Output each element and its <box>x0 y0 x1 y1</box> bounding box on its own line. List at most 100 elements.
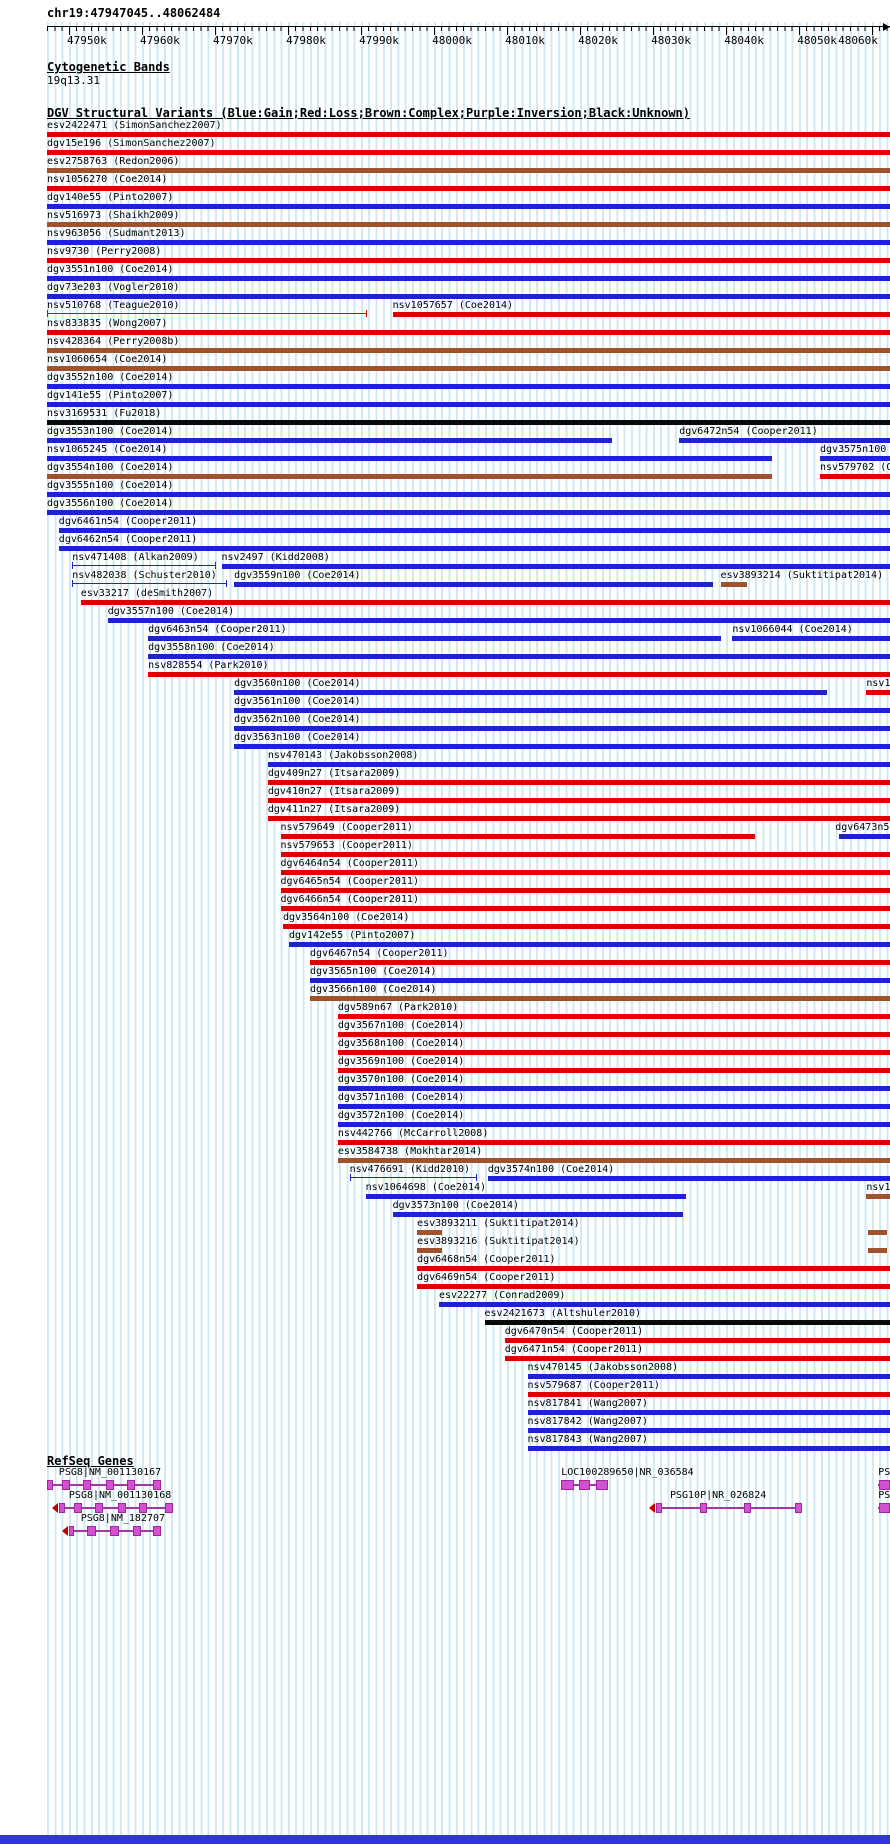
variant-bar[interactable] <box>310 996 890 1001</box>
variant-bar[interactable] <box>47 294 890 299</box>
variant-bar[interactable] <box>47 402 890 407</box>
variant-bar[interactable] <box>47 366 890 371</box>
variant-bar[interactable] <box>337 1122 890 1127</box>
variant-bar[interactable] <box>310 960 890 965</box>
variant-bar[interactable] <box>868 1230 887 1235</box>
variant-bar[interactable] <box>484 1320 890 1325</box>
variant-bar[interactable] <box>280 906 890 911</box>
variant-bar[interactable] <box>527 1374 890 1379</box>
variant-bar[interactable] <box>732 636 890 641</box>
variant-bar[interactable] <box>47 420 890 425</box>
variant-bar[interactable] <box>58 546 890 551</box>
variant-bar[interactable] <box>337 1158 890 1163</box>
variant-bar[interactable] <box>47 456 772 461</box>
variant-bar[interactable] <box>310 978 890 983</box>
variant-bar[interactable] <box>866 690 890 695</box>
variant-bar[interactable] <box>527 1446 890 1451</box>
variant-bar[interactable] <box>47 276 890 281</box>
variant-bar[interactable] <box>47 510 890 515</box>
variant-bar[interactable] <box>234 726 890 731</box>
variant-bar[interactable] <box>47 258 890 263</box>
variant-bar[interactable] <box>234 744 890 749</box>
variant-bar[interactable] <box>337 1140 890 1145</box>
variant-bar[interactable] <box>679 438 890 443</box>
variant-bar[interactable] <box>58 528 890 533</box>
variant-bar[interactable] <box>337 1086 890 1091</box>
variant-bar[interactable] <box>504 1338 890 1343</box>
variant-bar[interactable] <box>337 1068 890 1073</box>
variant-bar[interactable] <box>267 798 890 803</box>
horizontal-scrollbar[interactable] <box>0 1835 890 1844</box>
variant-bar[interactable] <box>417 1248 442 1253</box>
variant-bar[interactable] <box>234 708 890 713</box>
variant-bar[interactable] <box>417 1266 890 1271</box>
variant-bar[interactable] <box>820 456 890 461</box>
variant-bar[interactable] <box>438 1302 890 1307</box>
variant-bar[interactable] <box>47 186 890 191</box>
variant-bar[interactable] <box>47 474 772 479</box>
gene-glyph[interactable] <box>648 1503 803 1513</box>
variant-bar[interactable] <box>47 348 890 353</box>
variant-bar[interactable] <box>72 580 228 587</box>
gene-glyph[interactable] <box>47 1480 161 1490</box>
variant-bar[interactable] <box>337 1014 890 1019</box>
variant-bar[interactable] <box>417 1230 442 1235</box>
variant-bar[interactable] <box>267 780 890 785</box>
variant-bar[interactable] <box>337 1032 890 1037</box>
gene-glyph[interactable] <box>61 1526 161 1536</box>
variant-bar[interactable] <box>417 1284 890 1289</box>
variant-bar[interactable] <box>47 384 890 389</box>
variant-bar[interactable] <box>267 816 890 821</box>
gene-glyph[interactable] <box>878 1503 890 1513</box>
variant-bar[interactable] <box>349 1174 477 1181</box>
variant-bar[interactable] <box>868 1248 887 1253</box>
variant-bar[interactable] <box>47 310 368 317</box>
variant-bar[interactable] <box>267 762 890 767</box>
variant-label: dgv3552n100 (Coe2014) <box>47 372 174 383</box>
variant-bar[interactable] <box>337 1050 890 1055</box>
variant-bar[interactable] <box>47 132 890 137</box>
variant-bar[interactable] <box>720 582 747 587</box>
variant-bar[interactable] <box>148 672 890 677</box>
gene-exon <box>561 1480 575 1490</box>
variant-bar[interactable] <box>839 834 890 839</box>
variant-bar[interactable] <box>280 852 890 857</box>
variant-bar[interactable] <box>72 562 216 569</box>
variant-bar[interactable] <box>47 330 890 335</box>
variant-bar[interactable] <box>487 1176 890 1181</box>
variant-bar[interactable] <box>280 870 890 875</box>
variant-bar[interactable] <box>280 834 756 839</box>
variant-bar[interactable] <box>527 1392 890 1397</box>
variant-bar[interactable] <box>148 636 722 641</box>
variant-bar[interactable] <box>288 942 890 947</box>
variant-label: dgv3558n100 (Coe2014) <box>148 642 275 653</box>
variant-bar[interactable] <box>527 1410 890 1415</box>
variant-bar[interactable] <box>866 1194 890 1199</box>
variant-bar[interactable] <box>820 474 890 479</box>
variant-bar[interactable] <box>47 492 890 497</box>
variant-bar[interactable] <box>47 222 890 227</box>
variant-bar[interactable] <box>234 582 713 587</box>
variant-bar[interactable] <box>283 924 890 929</box>
variant-bar[interactable] <box>148 654 890 659</box>
gene-glyph[interactable] <box>561 1480 608 1490</box>
variant-bar[interactable] <box>80 600 890 605</box>
variant-bar[interactable] <box>392 312 890 317</box>
variant-bar[interactable] <box>47 240 890 245</box>
variant-bar[interactable] <box>527 1428 890 1433</box>
variant-bar[interactable] <box>47 204 890 209</box>
variant-bar[interactable] <box>47 168 890 173</box>
variant-bar[interactable] <box>392 1212 684 1217</box>
variant-bar[interactable] <box>107 618 890 623</box>
variant-bar[interactable] <box>365 1194 686 1199</box>
dgv-row: dgv3566n100 (Coe2014) <box>47 984 890 1002</box>
variant-bar[interactable] <box>280 888 890 893</box>
gene-glyph[interactable] <box>878 1480 890 1490</box>
variant-bar[interactable] <box>504 1356 890 1361</box>
variant-bar[interactable] <box>221 564 890 569</box>
variant-bar[interactable] <box>47 438 612 443</box>
variant-bar[interactable] <box>234 690 827 695</box>
variant-bar[interactable] <box>337 1104 890 1109</box>
variant-bar[interactable] <box>47 150 890 155</box>
gene-glyph[interactable] <box>51 1503 174 1513</box>
